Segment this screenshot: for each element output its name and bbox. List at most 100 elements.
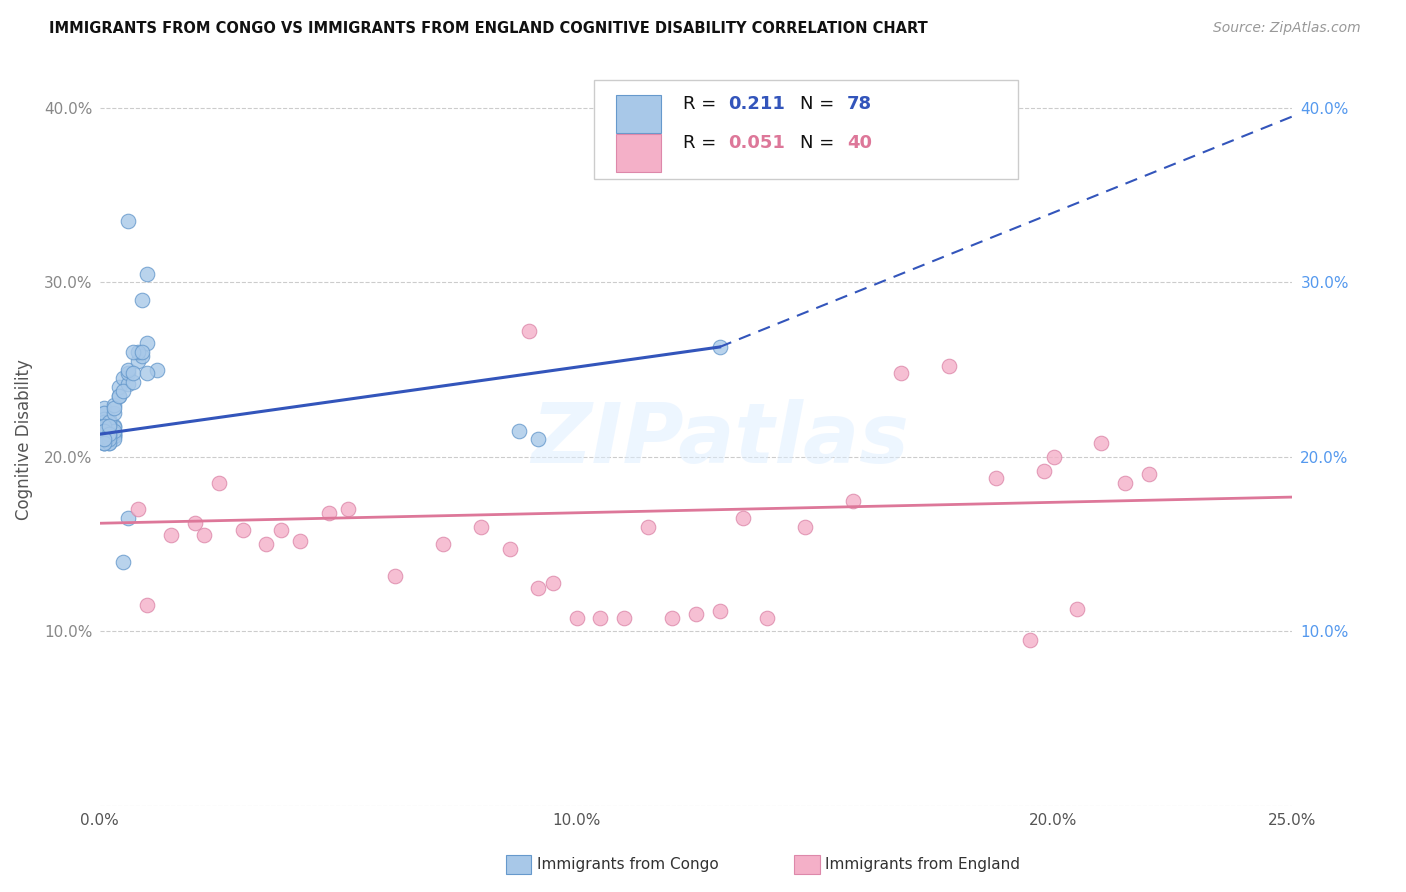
Point: [98, 427, 121, 442]
Point: [93, 427, 115, 442]
Point: [93, 418, 115, 433]
Point: [93, 406, 115, 420]
Point: [93, 424, 115, 438]
Point: [117, 214, 139, 228]
Point: [589, 610, 612, 624]
Point: [256, 537, 278, 551]
Point: [661, 610, 683, 624]
Point: [1033, 464, 1056, 478]
Point: [336, 502, 359, 516]
FancyBboxPatch shape: [616, 134, 661, 172]
Point: [1066, 601, 1088, 615]
Point: [733, 511, 755, 525]
Point: [117, 366, 139, 380]
Point: [122, 345, 145, 359]
Point: [842, 493, 865, 508]
Point: [1090, 436, 1112, 450]
Point: [131, 293, 153, 307]
Point: [107, 389, 129, 403]
Point: [1018, 633, 1040, 648]
Point: [709, 603, 731, 617]
Point: [98, 436, 121, 450]
Text: Immigrants from Congo: Immigrants from Congo: [537, 857, 718, 871]
Point: [93, 433, 115, 447]
Point: [637, 520, 659, 534]
Point: [103, 427, 125, 442]
Point: [131, 345, 153, 359]
Point: [93, 415, 115, 429]
Text: Source: ZipAtlas.com: Source: ZipAtlas.com: [1213, 21, 1361, 36]
Text: R =: R =: [683, 135, 721, 153]
Point: [432, 537, 454, 551]
Point: [986, 471, 1008, 485]
Point: [232, 523, 254, 537]
Point: [93, 418, 115, 433]
Point: [112, 555, 135, 569]
Point: [103, 433, 125, 447]
Point: [93, 433, 115, 447]
Point: [122, 366, 145, 380]
Point: [527, 433, 550, 447]
Point: [98, 424, 121, 438]
Point: [93, 415, 115, 429]
Point: [318, 506, 340, 520]
Point: [136, 366, 159, 380]
Point: [98, 411, 121, 425]
Point: [98, 424, 121, 438]
Point: [93, 433, 115, 447]
Point: [131, 349, 153, 363]
Point: [98, 424, 121, 438]
Point: [98, 427, 121, 442]
Point: [499, 542, 522, 557]
Point: [1042, 450, 1064, 464]
Point: [103, 429, 125, 443]
Point: [103, 424, 125, 438]
FancyBboxPatch shape: [595, 80, 1018, 179]
Point: [288, 533, 311, 548]
Point: [103, 420, 125, 434]
Point: [127, 345, 149, 359]
Text: 0.051: 0.051: [728, 135, 785, 153]
Point: [93, 436, 115, 450]
Point: [103, 398, 125, 412]
Point: [208, 476, 231, 491]
Point: [541, 575, 564, 590]
Point: [112, 371, 135, 385]
Point: [565, 610, 588, 624]
Point: [98, 415, 121, 429]
Point: [122, 375, 145, 389]
Point: [103, 425, 125, 440]
Point: [384, 568, 406, 582]
Point: [93, 411, 115, 425]
Point: [1114, 476, 1136, 491]
Point: [93, 406, 115, 420]
Text: N =: N =: [800, 135, 839, 153]
Point: [98, 424, 121, 438]
Point: [98, 436, 121, 450]
Point: [794, 520, 817, 534]
Point: [508, 424, 530, 438]
Point: [136, 599, 159, 613]
Point: [93, 422, 115, 436]
Text: Immigrants from England: Immigrants from England: [825, 857, 1021, 871]
Point: [193, 528, 215, 542]
Point: [107, 389, 129, 403]
Point: [146, 362, 169, 376]
Point: [107, 380, 129, 394]
Point: [270, 523, 292, 537]
Point: [470, 520, 492, 534]
Text: N =: N =: [800, 95, 839, 113]
Point: [117, 511, 139, 525]
Point: [98, 433, 121, 447]
Point: [93, 436, 115, 450]
Point: [93, 433, 115, 447]
Text: 40: 40: [848, 135, 872, 153]
Point: [98, 429, 121, 443]
Point: [98, 415, 121, 429]
Point: [98, 424, 121, 438]
Point: [98, 433, 121, 447]
Point: [98, 427, 121, 442]
Text: R =: R =: [683, 95, 721, 113]
Point: [93, 424, 115, 438]
Point: [160, 528, 183, 542]
